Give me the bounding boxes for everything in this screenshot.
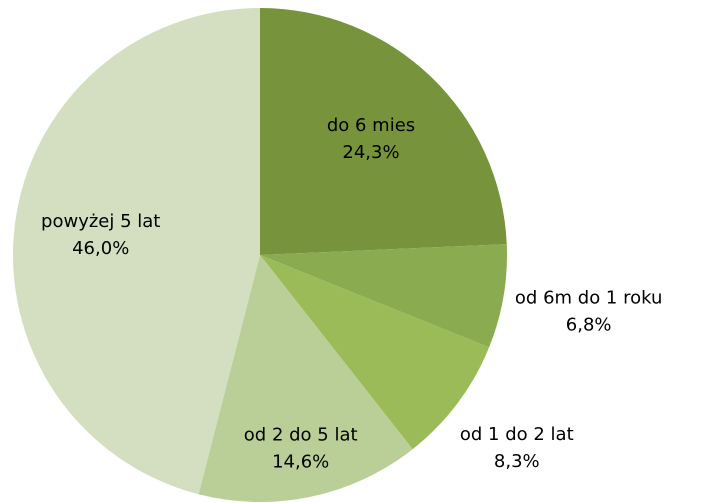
pie-slice — [12, 8, 261, 495]
slice-value-label: 24,3% — [342, 142, 399, 163]
slice-value-label: 14,6% — [272, 451, 329, 472]
slice-value-label: 8,3% — [494, 451, 540, 472]
pie-slice — [198, 255, 413, 503]
slice-label: od 2 do 5 lat — [244, 424, 358, 445]
slice-value-label: 6,8% — [566, 314, 612, 335]
pie-slice — [260, 8, 507, 255]
slice-label: od 1 do 2 lat — [460, 424, 574, 445]
slice-label: do 6 mies — [327, 115, 415, 136]
pie-slice — [260, 255, 490, 450]
pie-slice — [260, 244, 508, 348]
slice-value-label: 46,0% — [72, 238, 129, 259]
slice-label: od 6m do 1 roku — [515, 287, 663, 308]
slice-label: powyżej 5 lat — [41, 211, 160, 232]
